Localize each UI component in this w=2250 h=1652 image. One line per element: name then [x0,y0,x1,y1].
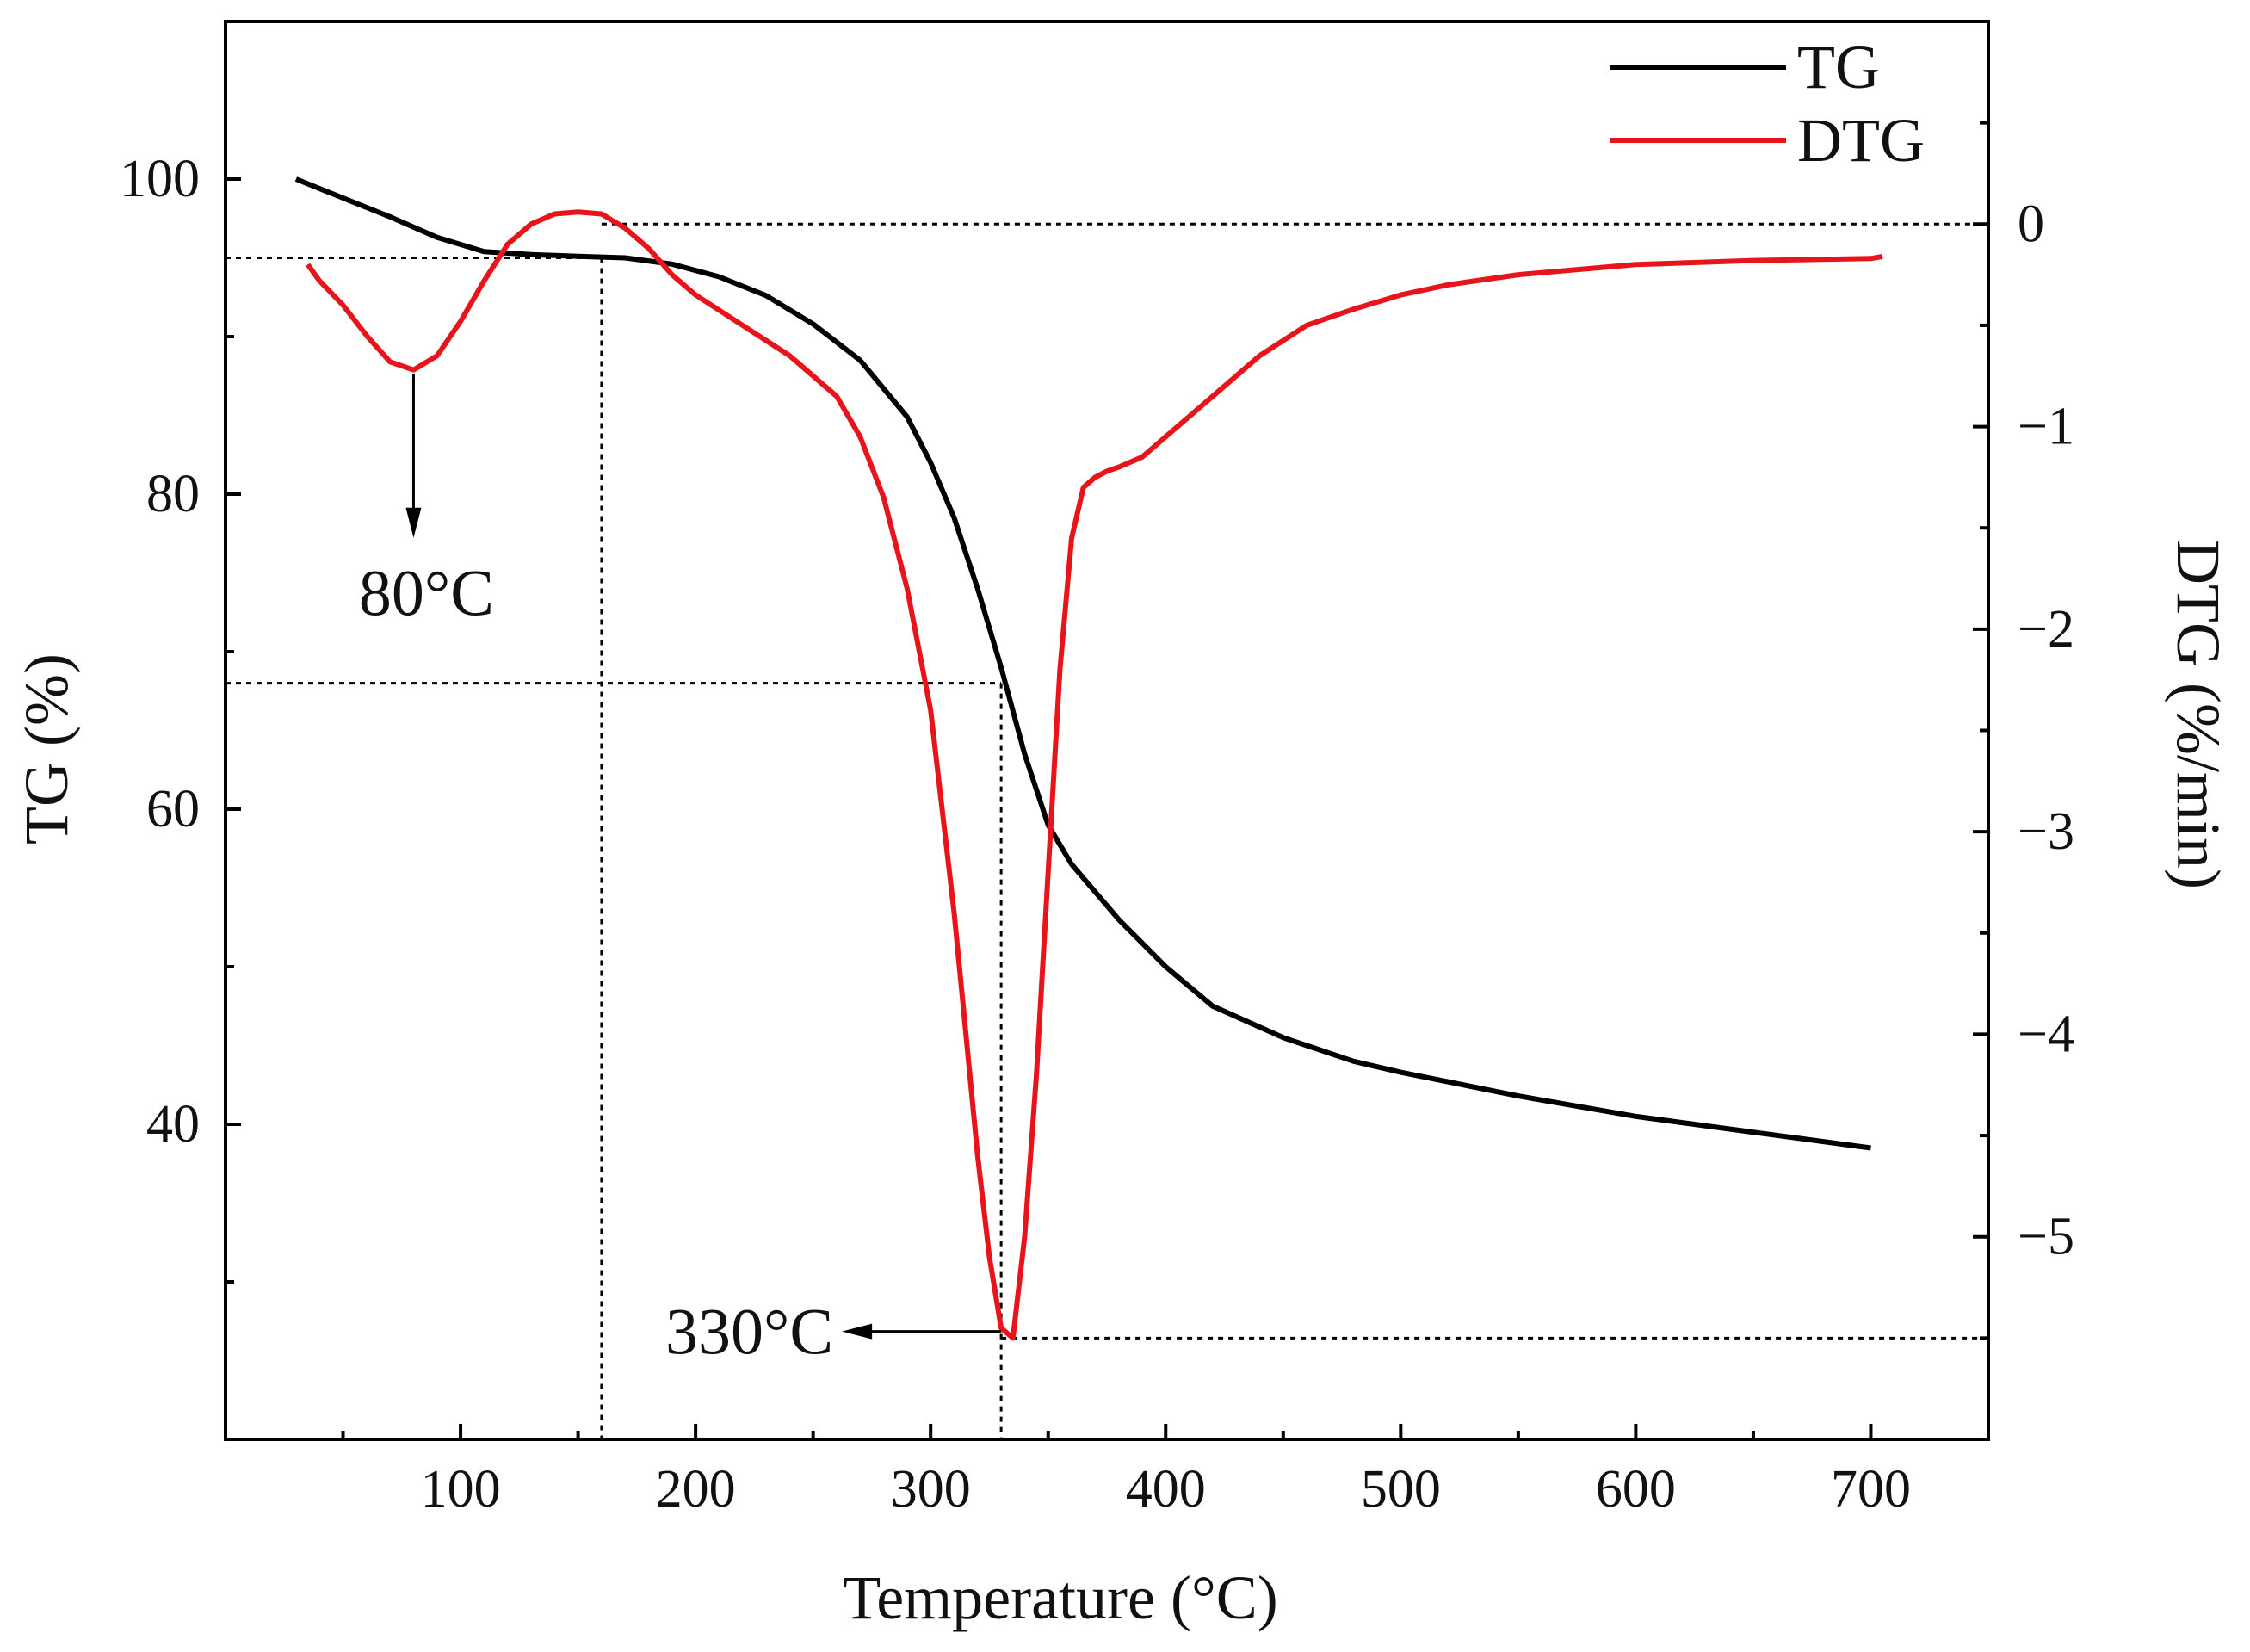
x-tick-label: 600 [1596,1460,1676,1519]
legend-label-tg: TG [1797,33,1880,102]
y-left-tick-label: 100 [120,150,200,208]
y-right-tick-label: −2 [2018,600,2074,659]
x-tick-label: 500 [1361,1460,1441,1519]
reference-lines [226,222,1988,1439]
annotation-arrowhead-80 [405,507,422,538]
y-right-tick-label: −5 [2018,1208,2074,1266]
legend: TG DTG [1610,33,1925,175]
y-left-axis-title: TG (%) [12,653,81,845]
y-right-tick-label: 0 [2018,195,2044,253]
annotation-label-80: 80°C [359,558,494,630]
series-line-dtg [306,209,1883,1341]
x-tick-label: 700 [1831,1460,1911,1519]
series-line-tg [294,176,1871,1151]
axis-ticks: 100 200 300 400 500 600 700 40 60 80 100 0 −1 −2 −3 −4 −… [120,121,2074,1519]
y-right-tick-label: −3 [2018,802,2074,861]
plot-frame [224,20,1990,1441]
x-tick-label: 200 [656,1460,736,1519]
legend-label-dtg: DTG [1797,106,1925,175]
x-axis-title: Temperature (°C) [843,1563,1278,1632]
x-tick-label: 400 [1126,1460,1206,1519]
y-left-tick-label: 40 [146,1095,200,1154]
x-tick-label: 300 [891,1460,971,1519]
y-left-tick-label: 60 [146,780,200,838]
annotation-arrowhead-330 [842,1323,873,1340]
y-right-tick-label: −1 [2018,398,2074,456]
series-layer [294,176,1883,1341]
y-left-tick-label: 80 [146,465,200,523]
annotation-label-330: 330°C [665,1296,833,1369]
y-right-axis-title: DTG (%/min) [2164,540,2233,889]
annotations: 80°C 330°C [359,374,1002,1369]
x-tick-label: 100 [421,1460,501,1519]
y-right-tick-label: −4 [2018,1005,2074,1063]
